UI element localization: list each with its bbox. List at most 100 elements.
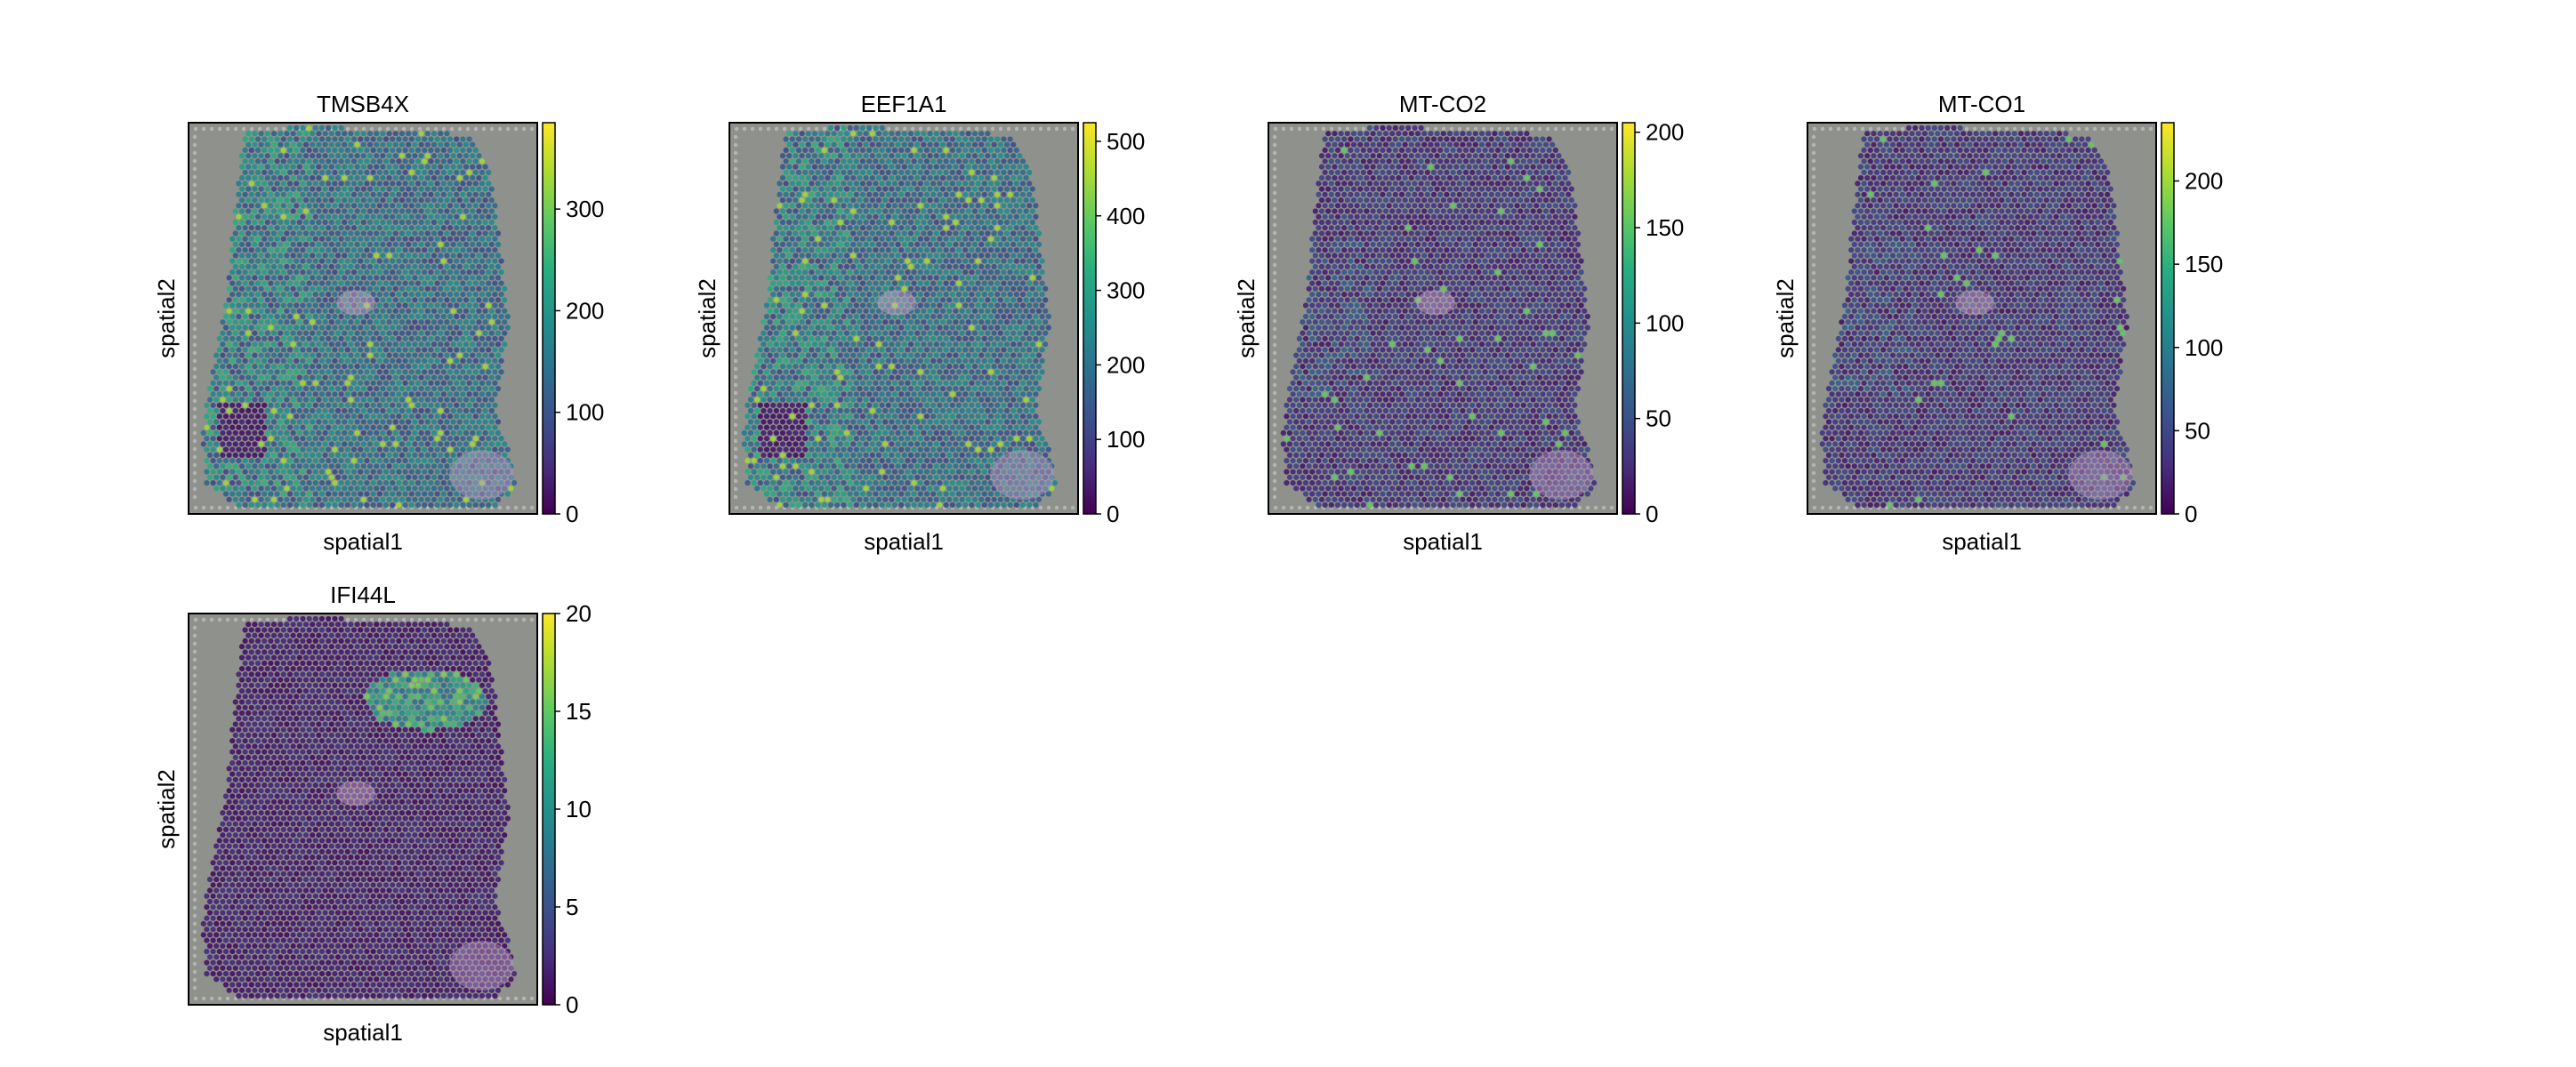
spot	[258, 485, 264, 492]
spot	[917, 203, 923, 209]
spot	[985, 175, 991, 181]
spot	[492, 446, 498, 453]
spot	[264, 341, 270, 348]
spot	[350, 258, 358, 264]
spot	[447, 181, 454, 187]
spot	[946, 275, 953, 281]
spot	[392, 164, 398, 170]
spot	[857, 131, 863, 137]
spot	[885, 169, 891, 175]
spot	[978, 285, 985, 292]
spot	[264, 485, 270, 492]
spot	[402, 391, 408, 397]
spot	[498, 491, 504, 497]
spot	[376, 236, 382, 242]
spot	[495, 496, 502, 502]
spot	[981, 213, 987, 220]
spot	[863, 297, 869, 303]
spot	[825, 297, 831, 303]
spot	[278, 429, 284, 436]
spot	[222, 446, 229, 453]
spot	[424, 485, 431, 492]
spot	[294, 446, 300, 453]
spot	[869, 219, 875, 226]
spot	[850, 164, 857, 170]
spot	[498, 480, 504, 486]
spot	[434, 181, 440, 187]
spot	[412, 197, 418, 204]
spot	[428, 402, 434, 408]
spot	[901, 131, 907, 137]
spot	[216, 380, 222, 386]
spot	[472, 391, 479, 397]
spot	[358, 213, 364, 220]
spot	[264, 164, 270, 170]
spot	[959, 275, 965, 281]
spot	[875, 330, 882, 336]
spot	[286, 225, 294, 231]
spot	[873, 136, 879, 142]
spot	[943, 247, 949, 253]
spot	[306, 236, 312, 242]
spot	[374, 197, 380, 204]
spot	[274, 391, 280, 397]
spot	[229, 292, 236, 298]
spot	[312, 347, 318, 353]
spot	[366, 131, 374, 137]
spot	[428, 458, 434, 464]
spot	[350, 302, 358, 309]
spot	[895, 164, 901, 170]
spot	[440, 458, 447, 464]
spot	[440, 436, 447, 442]
spot	[398, 308, 406, 314]
spot	[939, 341, 946, 348]
spot	[398, 452, 406, 458]
spot	[296, 397, 302, 403]
spot	[226, 341, 232, 348]
spot	[246, 197, 252, 204]
spot	[328, 241, 334, 247]
spot	[879, 158, 885, 164]
spot	[907, 341, 914, 348]
spot	[1007, 225, 1013, 231]
spot	[456, 319, 463, 325]
spot	[466, 147, 472, 153]
spot	[841, 258, 847, 264]
spot	[965, 319, 971, 325]
spot	[895, 197, 901, 204]
spot	[444, 253, 450, 259]
spot	[326, 292, 332, 298]
spot	[358, 280, 364, 286]
spot	[495, 485, 502, 492]
spot	[831, 285, 837, 292]
spot	[428, 347, 434, 353]
spot	[286, 147, 294, 153]
spot	[895, 241, 901, 247]
spot	[366, 319, 374, 325]
x-axis-label: spatial1	[323, 528, 403, 555]
spot	[402, 302, 408, 309]
spot	[280, 369, 286, 375]
spot	[415, 335, 422, 341]
spot	[424, 253, 431, 259]
spot	[831, 319, 837, 325]
spot	[342, 308, 348, 314]
spot	[1035, 263, 1042, 269]
spot	[364, 269, 370, 276]
spot	[843, 164, 850, 170]
fiducial-dot	[774, 126, 779, 132]
spot	[286, 124, 294, 132]
spot	[971, 230, 978, 237]
spot	[777, 335, 783, 341]
spot	[907, 164, 914, 170]
spot	[831, 219, 837, 226]
spot	[342, 429, 348, 436]
spot	[412, 496, 418, 502]
spot	[406, 397, 412, 403]
spot	[342, 441, 348, 447]
spot	[907, 275, 914, 281]
spot	[262, 347, 268, 353]
spot	[216, 413, 222, 420]
spot	[479, 313, 486, 320]
spot	[795, 325, 802, 331]
